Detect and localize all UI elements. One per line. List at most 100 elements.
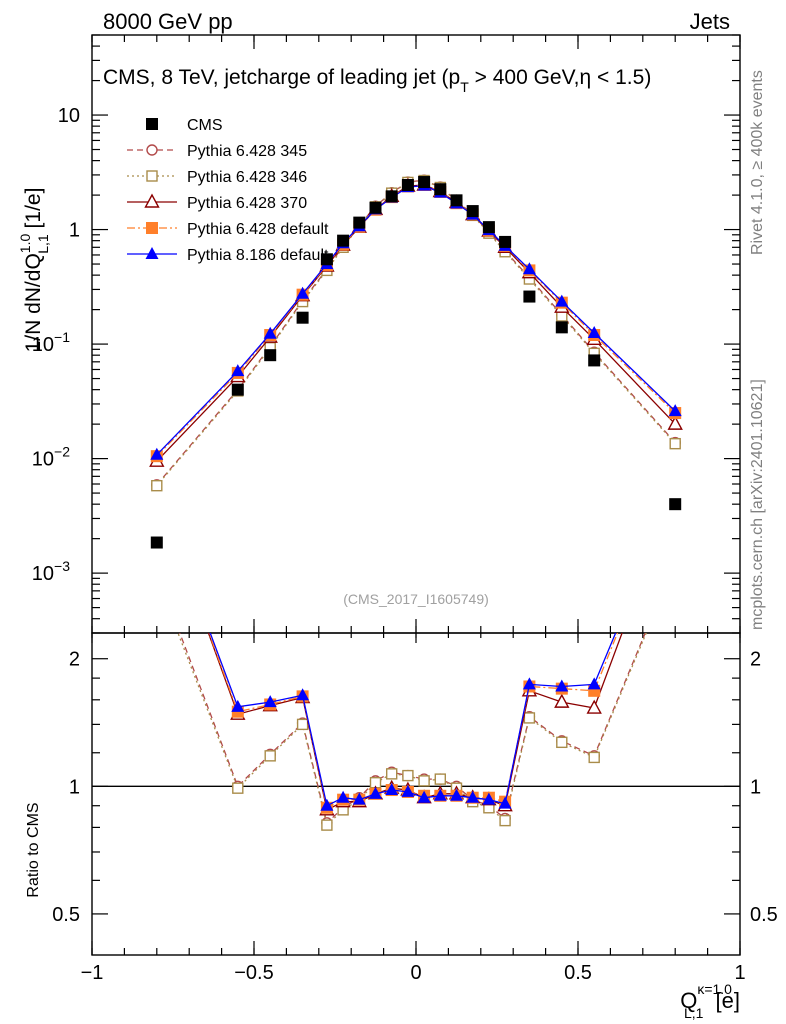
ratio-line-pythia-8-186-default: [209, 633, 617, 807]
ratio-point-pythia-8-186-default: [320, 798, 334, 811]
legend-label: Pythia 6.428 370: [187, 195, 307, 212]
data-point-cms: [418, 176, 431, 189]
ratio-series-pythia-8-186-default: [209, 633, 617, 811]
ratio-point-pythia-6-428-345: [670, 556, 680, 566]
data-point-pythia-8-186-default: [668, 404, 682, 417]
legend-label: CMS: [187, 117, 223, 134]
y-tick-label: 10: [58, 105, 80, 127]
legend-label: Pythia 6.428 345: [187, 143, 307, 160]
ratio-point-pythia-8-186-default: [466, 790, 480, 803]
ratio-point-pythia-6-428-346: [588, 751, 600, 764]
ratio-point-pythia-8-186-default: [336, 790, 350, 803]
ratio-series-pythia-6-428-default: [208, 484, 681, 814]
ratio-y-tick-label: 1: [69, 776, 80, 798]
ratio-point-pythia-8-186-default: [522, 677, 536, 690]
ratio-point-pythia-6-428-346: [434, 773, 446, 785]
y-tick-label: 10−1: [32, 329, 70, 356]
data-point-pythia-6-428-346: [151, 479, 163, 492]
ratio-point-pythia-6-428-346: [296, 718, 309, 731]
ratio-point-pythia-8-186-default: [401, 784, 415, 797]
legend-label: Pythia 8.186 default: [187, 247, 329, 264]
ratio-point-pythia-8-186-default: [231, 699, 245, 712]
y-tick-label: 10−3: [32, 558, 70, 585]
ratio-point-pythia-6-428-370: [554, 693, 570, 708]
data-point-cms: [353, 216, 366, 229]
ratio-point-pythia-6-428-346: [402, 769, 414, 782]
data-point-cms: [450, 194, 463, 207]
ratio-point-pythia-8-186-default: [555, 679, 569, 692]
ratio-point-pythia-6-428-346: [418, 775, 430, 787]
ratio-series-pythia-6-428-370: [207, 633, 623, 816]
series-line-pythia-8-186-default: [156, 184, 676, 456]
ratio-point-pythia-8-186-default: [450, 788, 463, 801]
ratio-point-pythia-6-428-346: [152, 573, 162, 583]
y-tick-label: 10−2: [32, 444, 70, 471]
series-cms: [150, 176, 682, 549]
data-point-cms: [369, 201, 382, 214]
y-tick-label: 1: [69, 220, 80, 242]
legend-entry-pythia-8-186-default: Pythia 8.186 default: [127, 247, 329, 264]
plot-title: CMS, 8 TeV, jetcharge of leading jet (pT…: [103, 66, 651, 95]
legend-marker: [144, 193, 160, 208]
data-point-cms: [482, 221, 495, 234]
legend-marker: [146, 118, 158, 130]
data-point-cms: [296, 311, 309, 324]
ratio-y-tick-label-right: 2: [750, 649, 761, 671]
ratio-y-tick-label: 2: [69, 649, 80, 671]
data-point-cms: [320, 253, 333, 266]
y-axis-label: 1/N dN/dQ1.0 L,1 [1/e]: [17, 188, 51, 353]
ratio-point-pythia-8-186-default: [433, 788, 447, 801]
legend-entry-cms: CMS: [146, 117, 223, 134]
legend-entry-pythia-6-428-default: Pythia 6.428 default: [127, 221, 329, 238]
category-label: Jets: [690, 9, 730, 34]
legend-marker: [146, 144, 158, 156]
ratio-y-axis-label: Ratio to CMS: [25, 802, 42, 897]
ratio-point-pythia-8-186-default: [587, 677, 601, 690]
data-point-cms: [150, 536, 163, 549]
data-point-cms: [669, 498, 682, 511]
data-point-cms: [385, 190, 398, 203]
data-point-pythia-6-428-346: [669, 437, 681, 450]
x-tick-label: 0: [410, 962, 421, 984]
ratio-point-pythia-8-186-default: [296, 688, 310, 701]
data-point-pythia-8-186-default: [555, 294, 569, 307]
ratio-point-pythia-6-428-370: [586, 699, 602, 714]
ratio-point-pythia-8-186-default: [385, 783, 399, 796]
ratio-point-pythia-6-428-346: [264, 750, 276, 762]
data-point-pythia-8-186-default: [296, 286, 310, 299]
ratio-y-tick-label-right: 1: [750, 776, 761, 798]
data-point-cms: [523, 290, 536, 303]
x-tick-label: 1: [734, 962, 745, 984]
legend-marker: [146, 170, 158, 182]
ratio-point-pythia-6-428-346: [670, 559, 680, 569]
x-tick-label: 0.5: [564, 962, 592, 984]
legend-entry-pythia-6-428-370: Pythia 6.428 370: [127, 193, 307, 212]
ratio-y-tick-label: 0.5: [52, 904, 80, 926]
data-point-cms: [466, 205, 479, 218]
legend-label: Pythia 6.428 346: [187, 169, 307, 186]
ratio-point-pythia-6-428-346: [523, 712, 536, 724]
data-point-pythia-8-186-default: [587, 325, 601, 338]
energy-label: 8000 GeV pp: [103, 9, 233, 34]
data-point-cms: [588, 354, 601, 367]
x-tick-label: −1: [81, 962, 104, 984]
data-point-pythia-6-428-370: [667, 415, 683, 430]
data-point-cms: [231, 383, 244, 396]
x-tick-label: −0.5: [234, 962, 273, 984]
data-point-cms: [555, 321, 568, 334]
rivet-version-label: Rivet 4.1.0, ≥ 400k events: [749, 70, 766, 255]
data-point-cms: [264, 349, 277, 362]
data-point-cms: [499, 235, 512, 248]
ratio-point-pythia-8-186-default: [369, 786, 382, 799]
legend-marker: [145, 247, 159, 259]
data-point-pythia-8-186-default: [150, 447, 164, 460]
ratio-point-pythia-8-186-default: [482, 792, 496, 805]
ratio-point-pythia-6-428-346: [232, 782, 244, 794]
data-point-cms: [337, 234, 350, 247]
ratio-point-pythia-6-428-346: [386, 768, 398, 780]
ratio-point-pythia-6-428-default: [669, 484, 681, 496]
legend-marker: [146, 222, 158, 234]
legend-entry-pythia-6-428-345: Pythia 6.428 345: [127, 143, 307, 160]
ratio-point-pythia-8-186-default: [352, 792, 366, 805]
